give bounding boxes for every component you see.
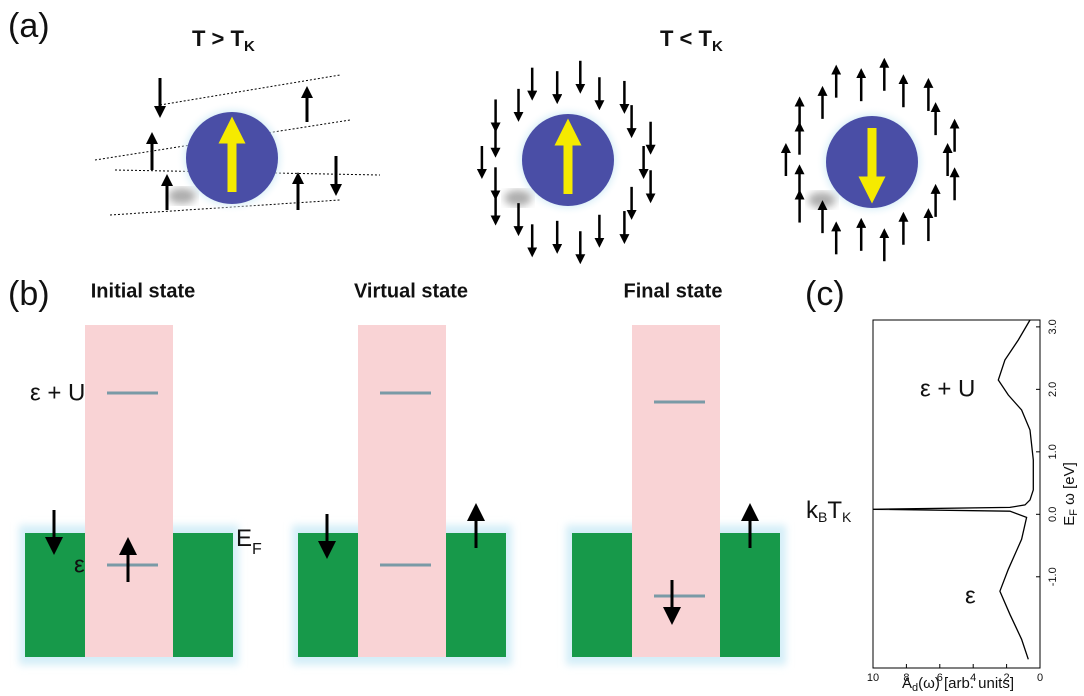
panel-a — [95, 61, 955, 261]
impurity-column — [85, 325, 173, 657]
y-tick-label: 2.0 — [1047, 382, 1059, 397]
title: T < TK — [660, 26, 723, 55]
panel-label: (b) — [8, 275, 50, 313]
x-axis-label: Ad(ω) [arb. units] — [902, 675, 1014, 691]
figure: 1086420-1.00.01.02.03.0 (a) T > TK T < T… — [0, 0, 1084, 691]
x-tick-label: 10 — [867, 672, 879, 684]
fermi-label: EF — [236, 525, 262, 558]
impurity-column — [358, 325, 446, 657]
state-title: Final state — [624, 280, 723, 302]
impurity-column — [632, 325, 720, 657]
x-tick-label: 0 — [1037, 672, 1043, 684]
y-tick-label: 1.0 — [1047, 444, 1059, 459]
level-label: ε + U — [30, 379, 85, 406]
annotation: kBTK — [806, 497, 852, 524]
title: T > TK — [192, 26, 255, 55]
band — [173, 533, 233, 657]
annotation: ε + U — [920, 375, 975, 402]
band — [298, 533, 358, 657]
annotation: ε — [965, 582, 976, 609]
band — [720, 533, 780, 657]
shadow — [168, 188, 196, 204]
y-tick-label: 0.0 — [1047, 507, 1059, 522]
panel-label: (a) — [8, 7, 50, 45]
level-label: ε — [74, 551, 85, 578]
y-axis-label: EF ω [eV] — [1061, 462, 1080, 525]
band — [446, 533, 506, 657]
y-tick-label: 3.0 — [1047, 319, 1059, 334]
panel-label: (c) — [805, 275, 845, 313]
plot-frame — [873, 320, 1040, 668]
spectral-line — [873, 320, 1033, 659]
y-tick-label: -1.0 — [1047, 567, 1059, 586]
trajectory — [160, 75, 340, 105]
state-title: Virtual state — [354, 280, 468, 302]
state-title: Initial state — [91, 280, 195, 302]
panel-b — [19, 325, 786, 665]
band — [572, 533, 632, 657]
